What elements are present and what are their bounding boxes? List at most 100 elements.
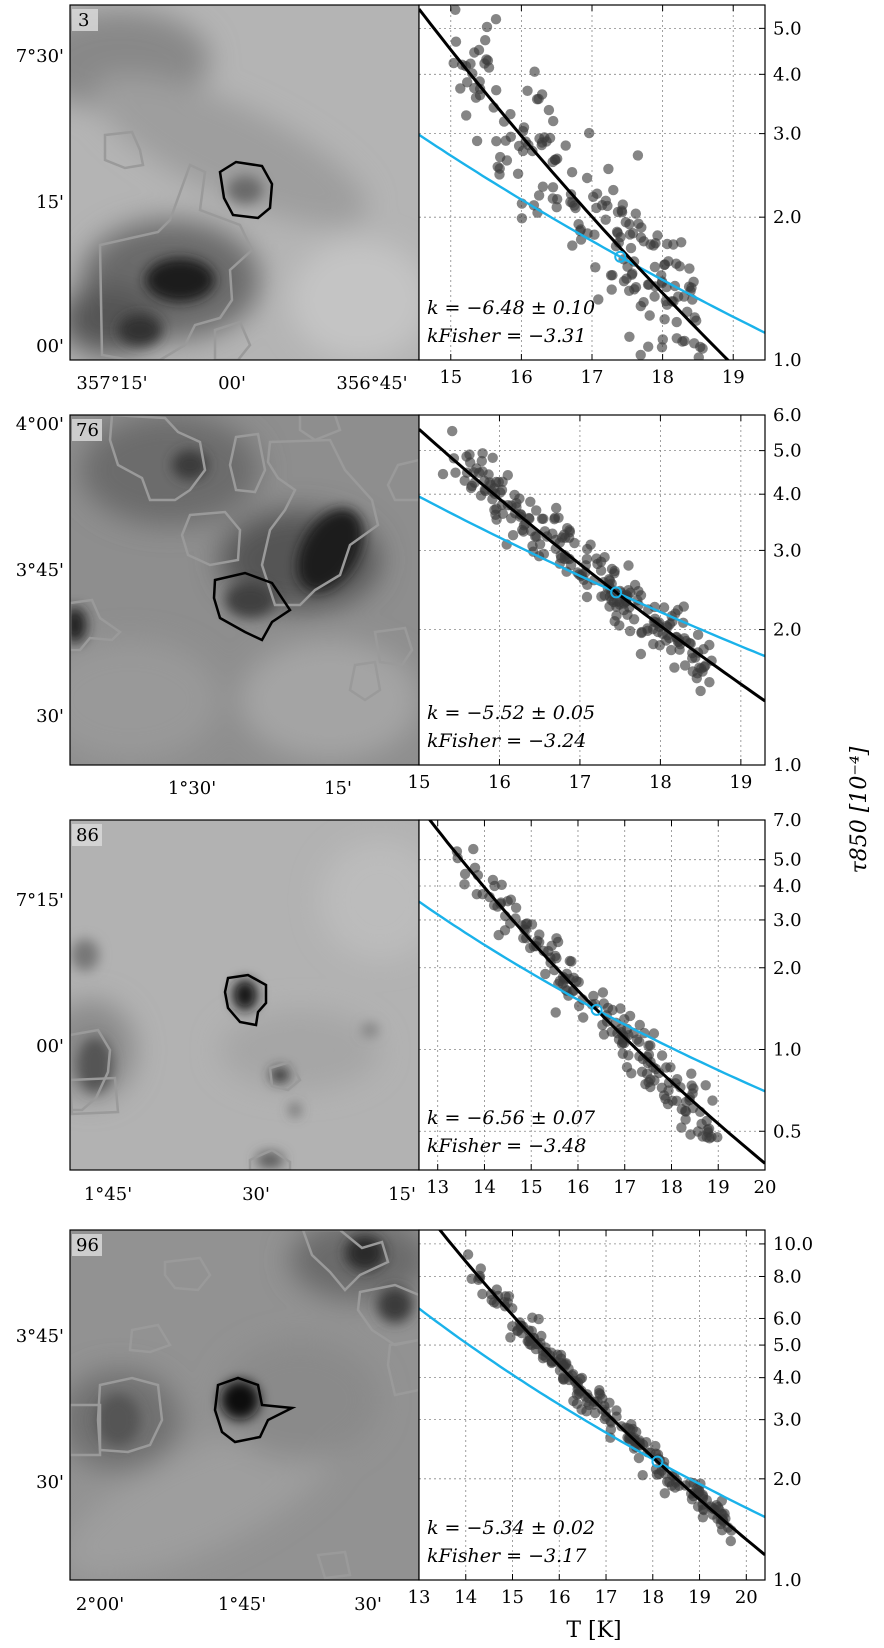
data-point (599, 552, 610, 563)
map-xtick: 1°45' (84, 1184, 132, 1205)
data-point (531, 94, 543, 105)
x-tick-label: 17 (568, 772, 591, 793)
panel-id-label: 76 (76, 420, 99, 441)
data-point (676, 1122, 687, 1133)
fisher-fit-line (419, 495, 765, 658)
data-point (669, 662, 680, 673)
data-point (510, 902, 522, 913)
data-point (624, 625, 636, 637)
map-ytick: 3°45' (16, 1326, 64, 1347)
scatter-panels: 15 16 17 18 19 1.0 2.0 3.0 4.0 5.0 k = −6.48 ± 0.1… (408, 4, 813, 1608)
data-point (632, 150, 644, 161)
y-tick-label: 2.0 (773, 207, 802, 228)
map-xtick: 15' (388, 1184, 416, 1205)
y-tick-label: 8.0 (773, 1266, 802, 1287)
data-point (603, 163, 614, 175)
data-point (578, 1012, 589, 1023)
contour-gray (373, 626, 414, 667)
data-point (471, 135, 483, 147)
data-point (522, 85, 533, 97)
data-point (467, 68, 478, 79)
grid (419, 820, 765, 1170)
data-point (590, 262, 601, 273)
data-point (555, 1353, 567, 1364)
x-tick-label: 17 (581, 367, 604, 388)
data-point (537, 1345, 548, 1357)
data-point (576, 1385, 587, 1396)
data-point (581, 591, 593, 603)
data-point (624, 229, 636, 240)
scatter-panel-2: 15 16 17 18 19 1.0 2.0 3.0 4.0 5.0 6.0 k = −5.52 ± … (408, 405, 802, 793)
data-point (493, 929, 504, 941)
data-point (666, 644, 677, 656)
x-tick-label: 20 (754, 1177, 777, 1198)
data-point (643, 341, 654, 352)
data-point (483, 469, 494, 480)
panel-id-label: 3 (78, 10, 89, 31)
contour-gray (348, 660, 382, 702)
contour-black (218, 160, 274, 220)
data-point (526, 1339, 537, 1351)
data-point (533, 1313, 544, 1325)
fit-slope-annotation: k = −5.52 ± 0.05 (427, 702, 595, 724)
data-point (533, 190, 545, 201)
data-point (490, 14, 502, 25)
x-tick-label: 15 (501, 1587, 524, 1608)
data-point (474, 90, 486, 101)
y-tick-label: 6.0 (773, 1308, 802, 1329)
data-point (597, 1393, 608, 1404)
data-point (591, 553, 602, 564)
data-point (560, 140, 571, 151)
data-point (615, 1003, 626, 1014)
data-point (645, 1074, 656, 1085)
data-point (634, 1036, 645, 1048)
data-point (459, 879, 470, 890)
data-point (606, 284, 617, 295)
y-tick-label: 2.0 (773, 620, 802, 641)
contour-gray (163, 1256, 212, 1292)
contour-gray (108, 415, 207, 502)
scatter-panel-3: 13 14 15 16 17 18 19 20 0.5 1.0 2.0 3.0 4.0 5.0 7.0 k =… (418, 810, 802, 1198)
x-tick-label: 18 (641, 1587, 664, 1608)
x-tick-label: 14 (454, 1587, 477, 1608)
data-point (556, 552, 567, 564)
data-point (506, 513, 517, 524)
data-point (611, 226, 623, 237)
x-tick-label: 15 (520, 1177, 543, 1198)
x-tick-label: 18 (651, 367, 674, 388)
data-point (552, 194, 563, 205)
map-panel-2 (70, 415, 419, 765)
data-points (448, 5, 708, 360)
data-point (645, 1040, 656, 1051)
data-point (637, 1470, 648, 1481)
map-xtick: 15' (324, 778, 352, 799)
data-point (468, 843, 479, 855)
map-xtick: 2°00' (76, 1594, 124, 1615)
x-tick-label: 19 (688, 1587, 711, 1608)
data-point (525, 496, 536, 507)
contour-gray (228, 432, 267, 494)
data-point (581, 172, 593, 184)
data-point (461, 110, 472, 121)
data-point (562, 523, 573, 534)
data-point (676, 1104, 687, 1115)
data-point (581, 553, 593, 565)
map-ytick: 4°00' (16, 414, 64, 435)
y-tick-label: 1.0 (773, 1570, 802, 1591)
data-point (548, 115, 559, 127)
contour-black (212, 571, 292, 642)
data-point (531, 531, 542, 542)
data-point (649, 291, 660, 302)
data-point (605, 1432, 616, 1443)
map-ytick: 30' (36, 706, 64, 727)
panel-id-label: 86 (76, 825, 99, 846)
data-point (567, 240, 578, 251)
data-point (534, 133, 545, 144)
contour-black (223, 973, 268, 1027)
data-point (596, 591, 607, 602)
map-panel-3 (70, 820, 419, 1170)
data-point (569, 537, 580, 549)
data-point (450, 5, 461, 15)
data-point (629, 284, 640, 295)
data-point (656, 1082, 668, 1094)
